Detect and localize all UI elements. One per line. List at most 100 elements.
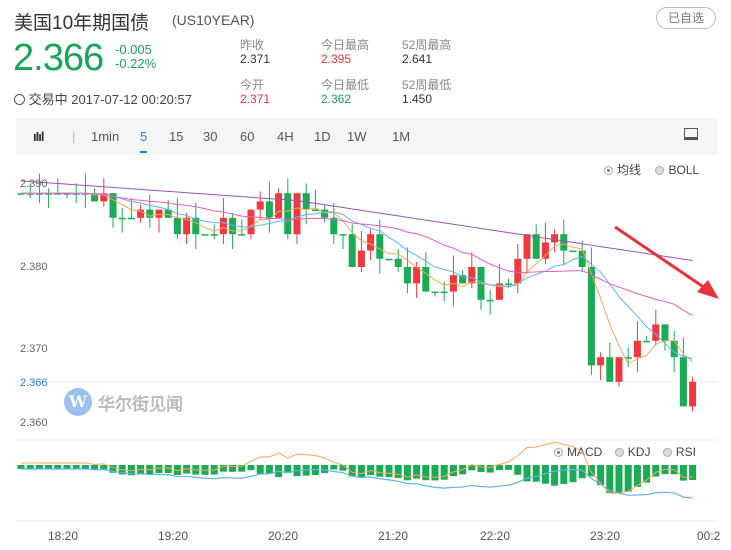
watchlist-button[interactable]: 已自选 [656, 7, 716, 29]
macd-bar [615, 465, 623, 494]
screen-icon[interactable] [684, 128, 698, 140]
stat-value: 2.371 [240, 52, 271, 66]
stat-2: 52周最高 2.641 [402, 38, 451, 66]
period-1D[interactable]: 1D [314, 129, 331, 144]
period-15[interactable]: 15 [169, 129, 184, 144]
macd-bar [394, 465, 402, 479]
candle-body [284, 193, 292, 235]
candle-body [321, 209, 329, 218]
candle-body [661, 324, 669, 341]
candle-body [348, 234, 356, 267]
stat-1: 今日最高 2.395 [321, 38, 369, 66]
period-60[interactable]: 60 [240, 129, 255, 144]
candle-body [495, 283, 503, 300]
macd-bar [247, 465, 255, 471]
status-text: 交易中 [28, 92, 68, 107]
candle-body [385, 258, 393, 261]
macd-bar [597, 465, 605, 486]
candle-body [541, 242, 549, 259]
legend-boll[interactable]: BOLL [655, 163, 699, 177]
macd-bar [265, 465, 273, 474]
x-tick-label: 20:20 [268, 529, 299, 543]
macd-bar [367, 465, 375, 476]
candle-body [63, 193, 71, 195]
candle-body [118, 217, 126, 220]
period-30[interactable]: 30 [203, 129, 218, 144]
candle-body [247, 209, 255, 235]
macd-bar [238, 465, 246, 472]
macd-bar [321, 465, 329, 474]
candle-body [330, 217, 338, 235]
macd-bar [339, 465, 347, 471]
period-1min[interactable]: 1min [91, 129, 120, 144]
change-value: -0.005 [115, 42, 152, 57]
candle-body [91, 193, 99, 202]
candle-body [45, 193, 53, 195]
candle-body [468, 267, 476, 284]
macd-bar [578, 465, 586, 479]
legend-rsi[interactable]: RSI [662, 445, 696, 459]
macd-bar [81, 465, 89, 469]
price-change: -0.005 -0.22% [115, 43, 156, 71]
current-price: 2.366 [13, 37, 104, 79]
macd-bar [219, 465, 227, 472]
candle-body [403, 267, 411, 284]
macd-bar [652, 465, 660, 477]
candle-body [505, 283, 513, 285]
candle-body [486, 299, 494, 302]
candle-body [652, 324, 660, 341]
candle-body [643, 340, 651, 343]
ma10-line [21, 192, 693, 360]
clock-icon [14, 94, 25, 105]
macd-bar [505, 465, 513, 470]
stat-5: 52周最低 1.450 [402, 78, 451, 106]
macd-bar [486, 465, 494, 473]
candle-body [17, 193, 25, 195]
macd-bar [689, 465, 697, 480]
stat-label: 昨收 [240, 38, 265, 52]
candle-body [146, 209, 154, 218]
candle-body [376, 234, 384, 259]
x-tick-label: 18:20 [48, 529, 79, 543]
macd-bar [91, 465, 99, 471]
candle-body [219, 217, 227, 235]
candle-body [459, 275, 467, 284]
sub-indicator-legend: MACD KDJ RSI [554, 443, 696, 461]
macd-bar [72, 465, 80, 469]
period-4H[interactable]: 4H [277, 129, 294, 144]
period-5[interactable]: 5 [140, 129, 148, 144]
macd-bar [587, 465, 595, 477]
stat-value: 2.395 [321, 52, 352, 66]
macd-bar [109, 465, 117, 473]
ma20-line [21, 192, 693, 316]
legend-ma[interactable]: 均线 [604, 163, 641, 177]
candle-body [339, 234, 347, 236]
candle-body [201, 234, 209, 236]
watermark: W 华尔街见闻 [64, 388, 183, 416]
ma60-line [20, 180, 693, 262]
x-tick-label: 21:20 [378, 529, 409, 543]
logo-icon: W [64, 388, 92, 416]
legend-kdj[interactable]: KDJ [614, 445, 650, 459]
candlestick-icon[interactable]: ıIıl [33, 129, 44, 144]
candle-body [532, 234, 540, 259]
macd-bar [17, 465, 25, 469]
candle-body [523, 234, 531, 259]
candle-body [670, 340, 678, 358]
candle-body [265, 201, 273, 218]
candle-body [229, 217, 237, 235]
ma5-line [21, 192, 693, 365]
candle-body [587, 267, 595, 366]
macd-bar [54, 465, 62, 469]
period-1M[interactable]: 1M [392, 129, 411, 144]
candle-body [551, 234, 559, 243]
macd-bar [643, 465, 651, 483]
candle-body [164, 209, 172, 218]
period-1W[interactable]: 1W [347, 129, 367, 144]
candle-body [100, 193, 108, 202]
y-tick-label: 2.380 [20, 261, 48, 273]
macd-bar [376, 465, 384, 477]
macd-bar [477, 465, 485, 472]
candle-body [302, 193, 310, 210]
